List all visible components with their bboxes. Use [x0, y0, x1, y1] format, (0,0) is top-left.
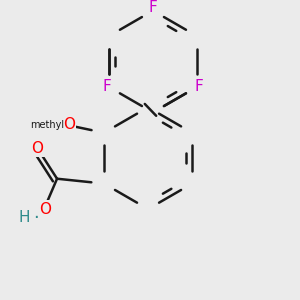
Text: methyl: methyl [30, 120, 64, 130]
Text: ·: · [33, 209, 38, 227]
Text: H: H [18, 210, 29, 225]
Text: O: O [32, 141, 44, 156]
Text: F: F [103, 80, 111, 94]
Text: O: O [63, 117, 75, 132]
Text: O: O [39, 202, 51, 217]
Text: F: F [195, 80, 203, 94]
Text: F: F [148, 0, 157, 15]
